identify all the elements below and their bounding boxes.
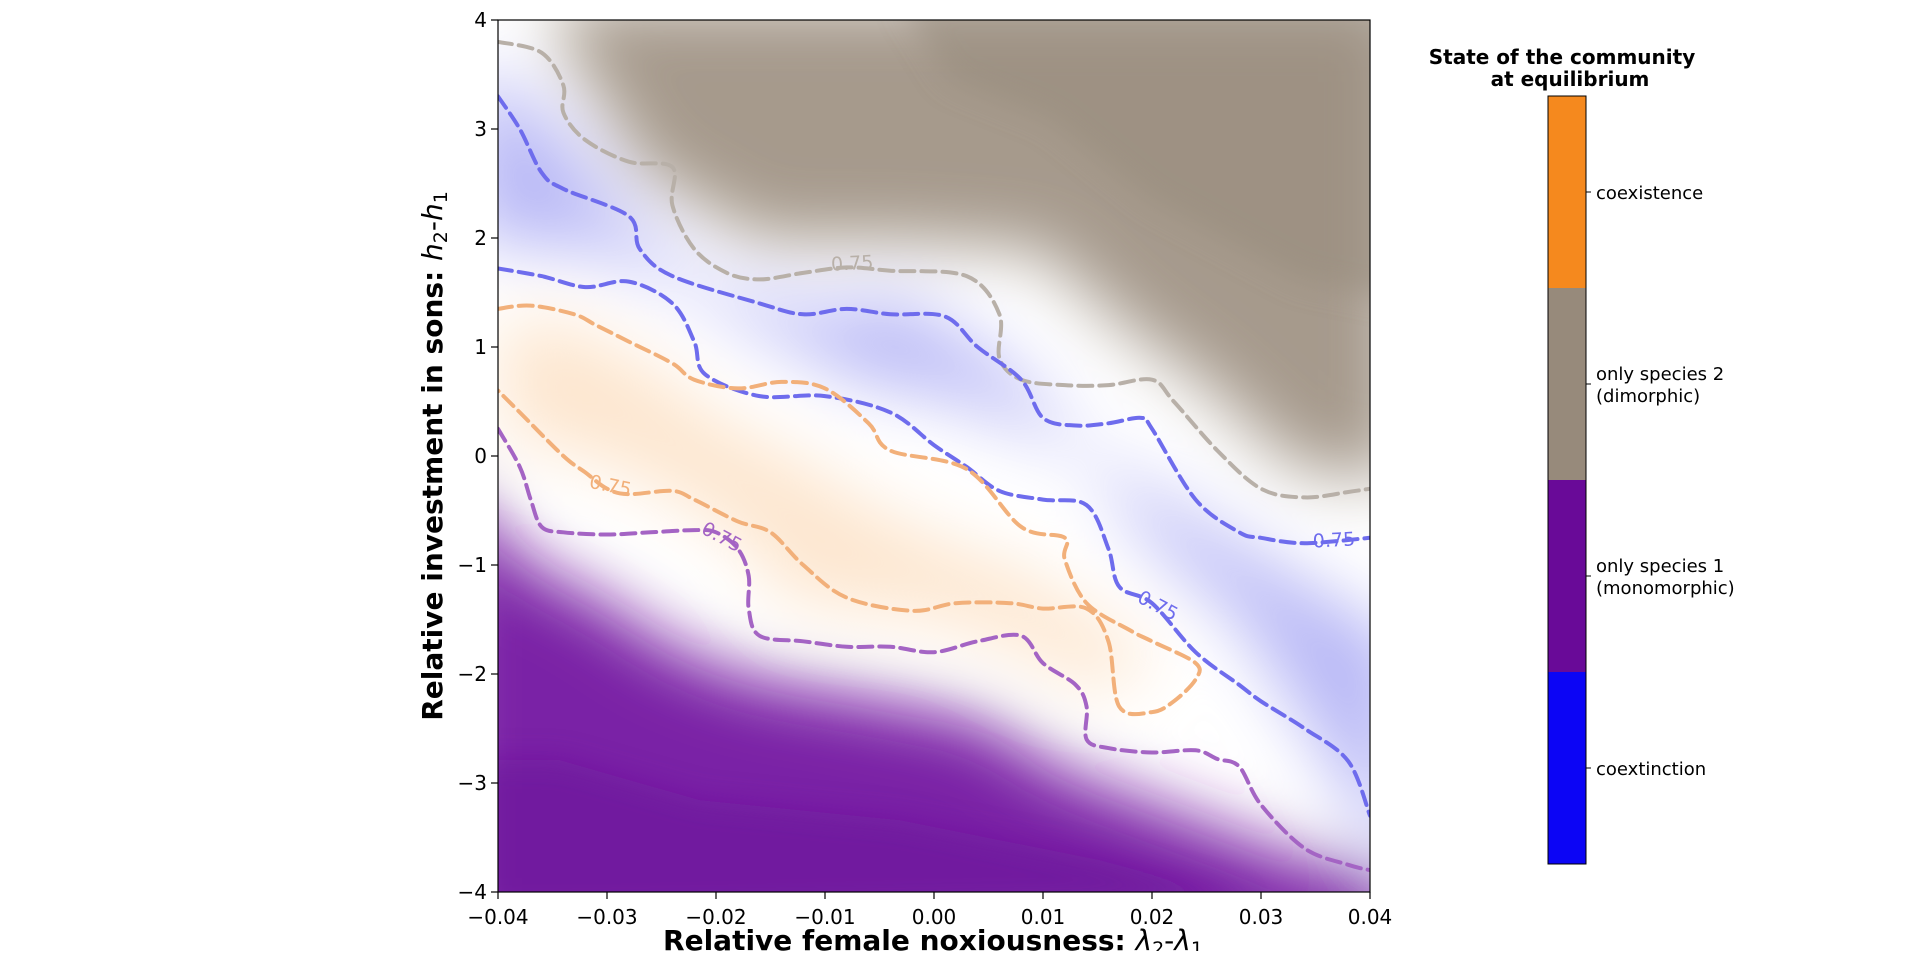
x-axis-label: Relative female noxiousness: λ2-λ1 bbox=[663, 924, 1203, 951]
y-tick-label: −4 bbox=[458, 880, 487, 904]
x-tick-label: 0.03 bbox=[1239, 905, 1284, 929]
legend-entry-label: coexistence bbox=[1596, 183, 1703, 204]
y-tick-label: 1 bbox=[474, 335, 487, 359]
colorbar-segment bbox=[1548, 288, 1586, 480]
legend-title-line2: at equilibrium bbox=[1491, 67, 1650, 91]
colorbar-segment bbox=[1548, 96, 1586, 288]
x-axis: −0.04 −0.03 −0.02 −0.01 0.00 0.01 0.02 0.03 0.04 bbox=[467, 892, 1392, 929]
y-tick-label: 2 bbox=[474, 226, 487, 250]
x-tick-label: 0.00 bbox=[912, 905, 957, 929]
contour-lines bbox=[498, 39, 1370, 873]
colorbar-segment bbox=[1548, 480, 1586, 672]
region-coexistence bbox=[500, 320, 1160, 690]
legend-entry-sublabel: (monomorphic) bbox=[1596, 578, 1735, 599]
x-tick-label: 0.01 bbox=[1021, 905, 1066, 929]
x-tick-label: −0.02 bbox=[685, 905, 746, 929]
y-tick-label: −3 bbox=[458, 771, 487, 795]
y-tick-label: 3 bbox=[474, 117, 487, 141]
x-tick-label: −0.03 bbox=[576, 905, 637, 929]
contour-label: 0.75 bbox=[1312, 528, 1355, 552]
contour-label: 0.75 bbox=[831, 252, 874, 276]
legend-entry-label: coextinction bbox=[1596, 759, 1706, 780]
y-tick-label: 4 bbox=[474, 8, 487, 32]
contour-line bbox=[498, 94, 1370, 546]
y-tick-label: −2 bbox=[458, 662, 487, 686]
contour-line bbox=[498, 426, 1370, 873]
legend-entry-label: only species 1 bbox=[1596, 556, 1724, 577]
legend: State of the community at equilibrium co… bbox=[1429, 45, 1735, 865]
colorbar: coexistence only species 2(dimorphic) only… bbox=[1547, 95, 1735, 865]
legend-entry-sublabel: (dimorphic) bbox=[1596, 386, 1700, 407]
y-tick-label: −1 bbox=[458, 553, 487, 577]
y-axis: −4 −3 −2 −1 0 1 2 3 4 bbox=[458, 8, 498, 904]
heatmap bbox=[498, 20, 1370, 892]
legend-title-line1: State of the community bbox=[1429, 45, 1695, 69]
x-tick-label: −0.04 bbox=[467, 905, 528, 929]
x-tick-label: 0.02 bbox=[1130, 905, 1175, 929]
colorbar-frame bbox=[1547, 95, 1587, 865]
x-tick-label: 0.04 bbox=[1348, 905, 1393, 929]
colorbar-segment bbox=[1548, 672, 1586, 864]
y-axis-label: Relative investment in sons: h2-h1 bbox=[416, 191, 452, 721]
y-tick-label: 0 bbox=[474, 444, 487, 468]
contour-line bbox=[498, 39, 1370, 500]
x-tick-label: −0.01 bbox=[794, 905, 855, 929]
contour-line bbox=[498, 303, 1202, 717]
legend-entry-label: only species 2 bbox=[1596, 364, 1724, 385]
